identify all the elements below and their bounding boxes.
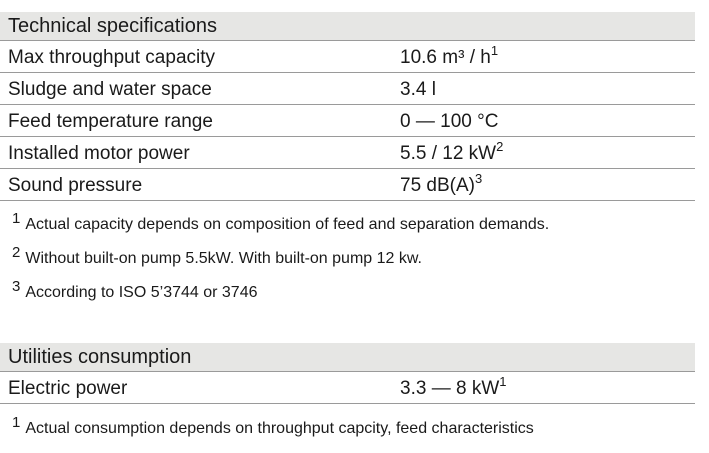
spec-label: Electric power — [8, 378, 128, 399]
spec-row-feed-temperature: Feed temperature range 0 — 100 °C — [0, 105, 695, 137]
spec-row-motor-power: Installed motor power 5.5 / 12 kW2 — [0, 137, 695, 169]
footnote-ref: 2 — [496, 138, 504, 154]
spec-value: 10.6 m³ / h1 — [400, 42, 499, 68]
spec-value: 5.5 / 12 kW2 — [400, 138, 504, 164]
utilities-consumption-header: Utilities consumption — [0, 343, 695, 372]
spec-value: 0 — 100 °C — [400, 111, 499, 132]
footnote-text: Actual consumption depends on throughput… — [25, 420, 534, 437]
spec-label: Sludge and water space — [8, 79, 212, 100]
spec-row-sound-pressure: Sound pressure 75 dB(A)3 — [0, 169, 695, 201]
footnote-mark: 2 — [12, 243, 21, 261]
spec-row-sludge-water-space: Sludge and water space 3.4 l — [0, 73, 695, 105]
footnote-1: 1 Actual capacity depends on composition … — [12, 211, 550, 234]
footnote-mark: 1 — [12, 209, 21, 227]
footnote-3: 3 According to ISO 5’3744 or 3746 — [12, 279, 258, 302]
spec-value: 3.3 — 8 kW1 — [400, 373, 507, 399]
footnote-ref: 1 — [499, 373, 507, 389]
spec-label: Feed temperature range — [8, 111, 213, 132]
spec-label: Installed motor power — [8, 143, 190, 164]
footnote-2: 2 Without built-on pump 5.5kW. With built… — [12, 245, 422, 268]
utilities-footnote-1: 1 Actual consumption depends on throughpu… — [12, 415, 534, 438]
spec-row-electric-power: Electric power 3.3 — 8 kW1 — [0, 372, 695, 404]
footnote-text: Actual capacity depends on composition o… — [25, 216, 550, 233]
footnote-ref: 1 — [490, 42, 499, 58]
footnote-mark: 3 — [12, 277, 21, 295]
spec-label: Max throughput capacity — [8, 47, 216, 68]
spec-value: 75 dB(A)3 — [400, 170, 483, 196]
technical-specs-header: Technical specifications — [0, 12, 695, 41]
spec-row-max-throughput: Max throughput capacity 10.6 m³ / h1 — [0, 41, 695, 73]
footnote-text: Without built-on pump 5.5kW. With built-… — [25, 250, 422, 267]
spec-value: 3.4 l — [400, 79, 436, 100]
spec-label: Sound pressure — [8, 175, 143, 196]
footnote-ref: 3 — [474, 170, 483, 186]
footnote-mark: 1 — [12, 413, 21, 431]
footnote-text: According to ISO 5’3744 or 3746 — [25, 284, 258, 301]
